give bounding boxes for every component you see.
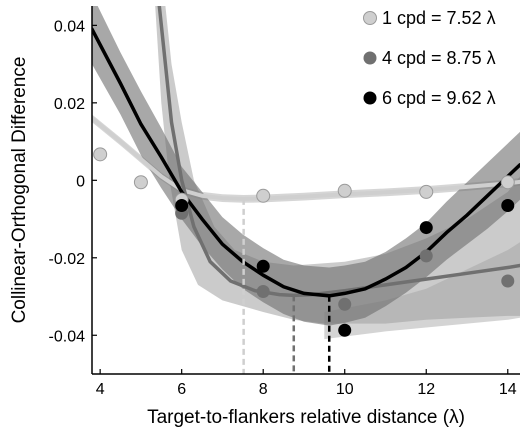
point-series-3: [419, 221, 433, 235]
fit-series-1: [92, 116, 520, 201]
legend-marker-series-2: [363, 51, 377, 65]
fit-series-3: [92, 27, 520, 298]
legend: 1 cpd = 7.52 λ 4 cpd = 8.75 λ 6 cpd = 9.62…: [363, 8, 496, 108]
axes: [91, 6, 520, 375]
point-series-3: [501, 198, 515, 212]
point-series-2: [338, 297, 352, 311]
point-series-1: [93, 147, 108, 162]
point-series-3: [175, 198, 189, 212]
x-tick-label: 4: [96, 381, 105, 398]
point-series-1: [500, 175, 515, 190]
data-points: [93, 147, 515, 337]
point-series-3: [338, 323, 352, 337]
y-tick-label: -0.04: [49, 328, 86, 345]
fit-series-2: [157, 6, 520, 298]
x-tick-label: 10: [336, 381, 354, 398]
x-tick-label: 6: [177, 381, 186, 398]
point-series-1: [133, 175, 148, 190]
legend-label-series-3: 6 cpd = 9.62 λ: [382, 88, 496, 108]
band-extra-series-2: [324, 242, 520, 340]
band-series-3: [92, 6, 520, 326]
y-tick-label: 0.02: [54, 96, 85, 113]
minimum-markers: [242, 198, 331, 374]
y-tick-label: -0.02: [49, 251, 86, 268]
x-tick-label: 12: [417, 381, 435, 398]
point-series-1: [256, 188, 271, 203]
point-series-2: [419, 249, 433, 263]
confidence-bands: [92, 6, 520, 340]
x-tick-label: 14: [499, 381, 517, 398]
y-tick-label: 0.04: [54, 18, 85, 35]
x-tick-label: 8: [259, 381, 268, 398]
y-axis-label: Collinear-Orthogonal Difference: [9, 57, 30, 324]
legend-marker-series-1: [363, 11, 377, 25]
x-axis-label: Target-to-flankers relative distance (λ): [147, 407, 465, 428]
legend-label-series-2: 4 cpd = 8.75 λ: [382, 48, 496, 68]
point-series-3: [256, 259, 270, 273]
legend-marker-series-3: [363, 91, 377, 105]
point-series-2: [256, 284, 270, 298]
fit-curves: [92, 6, 520, 298]
y-tick-label: 0: [76, 173, 85, 190]
point-series-1: [419, 184, 434, 199]
point-series-1: [337, 183, 352, 198]
legend-label-series-1: 1 cpd = 7.52 λ: [382, 8, 496, 28]
tick-labels: 4 6 8 10 12 14 0.04 0.02 0 -0.02 -0.04: [49, 18, 517, 398]
point-series-2: [501, 274, 515, 288]
